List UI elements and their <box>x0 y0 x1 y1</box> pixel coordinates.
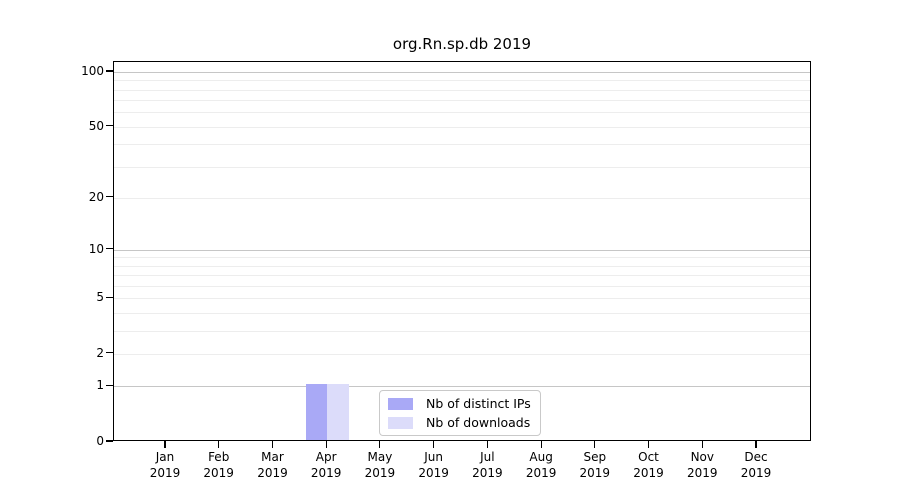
legend-swatch <box>388 416 413 429</box>
legend-item: Nb of downloads <box>388 415 531 430</box>
x-tick-month: Jun <box>424 450 443 464</box>
x-tick-year: 2019 <box>740 466 772 480</box>
legend-label: Nb of distinct IPs <box>426 396 531 411</box>
x-tick-year: 2019 <box>579 466 611 480</box>
x-axis-tick-label: Aug 2019 <box>501 449 581 481</box>
gridline-minor <box>114 197 810 199</box>
x-tick-mark <box>540 441 542 448</box>
x-tick-mark <box>647 441 650 448</box>
x-tick-year: 2019 <box>149 466 181 480</box>
y-tick-mark <box>106 296 113 298</box>
gridline-minor <box>114 257 810 259</box>
y-tick-mark <box>106 384 113 386</box>
x-tick-mark <box>701 441 703 448</box>
x-axis-tick-label: Dec 2019 <box>716 449 796 481</box>
x-axis-tick-label: Jan 2019 <box>125 449 205 481</box>
y-axis-tick-label: 100 <box>81 64 104 78</box>
y-axis-tick-label: 2 <box>96 345 104 360</box>
y-axis-tick-label: 5 <box>96 290 104 305</box>
bar-distinct-ips <box>305 384 328 440</box>
gridline-minor <box>114 286 810 287</box>
x-tick-mark <box>594 441 596 448</box>
x-tick-mark <box>755 441 757 448</box>
gridline-minor <box>114 126 810 128</box>
x-axis-tick-label: Jul 2019 <box>447 449 527 481</box>
y-axis-tick-label: 0 <box>96 434 104 448</box>
y-tick-mark <box>106 352 113 354</box>
gridline-minor <box>114 89 810 91</box>
gridline-minor <box>114 275 810 277</box>
x-tick-year: 2019 <box>687 466 718 480</box>
x-axis-tick-label: Jun 2019 <box>394 449 474 481</box>
x-tick-year: 2019 <box>203 466 234 480</box>
x-tick-month: Jan <box>155 450 175 464</box>
y-tick-mark <box>106 70 113 72</box>
x-tick-month: Jul <box>480 450 495 464</box>
gridline-minor <box>114 166 810 168</box>
x-tick-month: May <box>367 450 393 464</box>
x-tick-month: Nov <box>690 450 714 464</box>
x-tick-month: Oct <box>638 450 659 464</box>
gridline-minor <box>114 265 810 267</box>
x-tick-mark <box>271 441 274 448</box>
x-axis-tick-label: May 2019 <box>340 449 420 481</box>
gridline-minor <box>114 313 810 314</box>
legend-label: Nb of downloads <box>426 415 531 430</box>
plot-area <box>113 61 811 441</box>
gridline-minor <box>114 112 810 114</box>
y-tick-mark <box>106 196 113 198</box>
bar-downloads <box>327 384 349 440</box>
x-tick-mark <box>486 441 488 448</box>
gridline-minor <box>114 100 810 102</box>
x-axis-tick-label: Apr 2019 <box>286 449 366 481</box>
gridline-minor <box>114 144 810 146</box>
x-tick-month: Apr <box>315 450 337 464</box>
gridline-minor <box>114 330 810 332</box>
gridline-major <box>114 72 810 73</box>
x-tick-month: Dec <box>744 450 768 464</box>
gridline-major <box>114 386 810 388</box>
x-tick-mark <box>218 441 220 448</box>
y-axis-tick-label: 20 <box>88 189 104 204</box>
x-axis-tick-label: Sep 2019 <box>555 449 635 481</box>
x-tick-year: 2019 <box>472 466 503 480</box>
gridline-minor <box>114 298 810 300</box>
y-tick-mark <box>106 440 113 442</box>
legend-swatch <box>388 397 413 410</box>
x-tick-mark <box>433 441 435 448</box>
x-tick-month: Mar <box>261 450 284 464</box>
y-axis-tick-label: 50 <box>88 118 104 133</box>
x-tick-month: Feb <box>208 450 230 464</box>
x-tick-mark <box>164 441 166 448</box>
x-axis-tick-label: Mar 2019 <box>233 449 313 481</box>
x-tick-year: 2019 <box>310 466 342 480</box>
x-tick-year: 2019 <box>525 466 557 480</box>
x-axis-tick-label: Nov 2019 <box>662 449 742 481</box>
y-axis-tick-label: 10 <box>88 241 104 256</box>
x-axis-tick-label: Oct 2019 <box>609 449 689 481</box>
legend-item: Nb of distinct IPs <box>388 396 531 411</box>
x-tick-year: 2019 <box>257 466 288 480</box>
x-tick-mark <box>325 441 327 448</box>
gridline-minor <box>114 80 810 82</box>
gridline-minor <box>114 353 810 355</box>
gridline-major <box>114 249 810 251</box>
y-tick-mark <box>106 125 113 127</box>
x-tick-month: Aug <box>529 450 553 464</box>
x-tick-year: 2019 <box>418 466 449 480</box>
y-axis-tick-label: 1 <box>96 378 104 393</box>
y-tick-mark <box>106 248 113 250</box>
x-tick-year: 2019 <box>364 466 396 480</box>
legend: Nb of distinct IPs Nb of downloads <box>379 390 541 436</box>
chart-title: org.Rn.sp.db 2019 <box>392 35 532 53</box>
x-tick-month: Sep <box>583 450 607 464</box>
x-tick-year: 2019 <box>633 466 664 480</box>
x-tick-mark <box>379 441 381 448</box>
x-axis-tick-label: Feb 2019 <box>179 449 259 481</box>
